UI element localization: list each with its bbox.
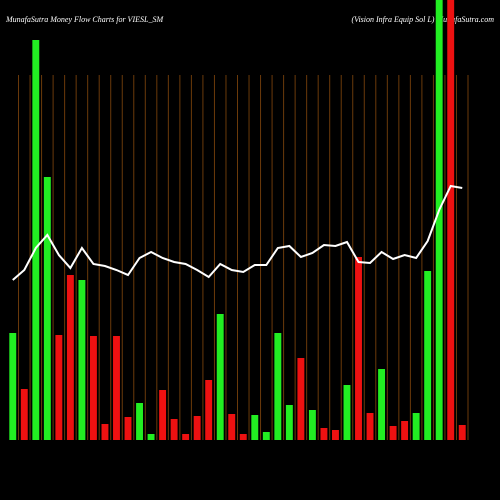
bar	[113, 336, 120, 440]
bar	[332, 430, 339, 440]
bar	[89, 336, 97, 440]
bar	[43, 177, 51, 440]
bar	[78, 280, 86, 440]
bar	[66, 275, 74, 440]
money-flow-line	[12, 184, 463, 281]
bar	[193, 416, 201, 440]
bar	[355, 257, 362, 440]
bar	[285, 405, 293, 440]
bar	[389, 426, 397, 440]
bar	[262, 432, 270, 440]
bar	[424, 271, 432, 440]
bar	[9, 333, 17, 440]
bar	[251, 415, 259, 440]
bar	[159, 390, 167, 440]
bar	[343, 385, 351, 440]
bar	[147, 434, 155, 440]
bar	[239, 434, 247, 440]
chart-title: MunafaSutra Money Flow Charts for VIESL_…	[5, 15, 164, 24]
bar	[124, 417, 132, 440]
bar	[32, 40, 40, 440]
bar	[216, 314, 224, 440]
bar	[170, 419, 178, 440]
bar	[366, 413, 374, 440]
bar	[101, 424, 109, 440]
bar	[274, 333, 282, 440]
bar	[447, 0, 455, 440]
bar	[228, 414, 236, 440]
bar	[55, 335, 63, 440]
bar	[401, 421, 409, 440]
bar	[308, 410, 316, 440]
bar	[297, 358, 305, 440]
bar	[435, 0, 443, 440]
bar	[20, 389, 28, 440]
bar	[205, 380, 213, 440]
chart-subtitle: (Vision Infra Equip Sol L) MunafaSutra.c…	[351, 15, 494, 24]
bar	[458, 425, 466, 440]
bar	[320, 428, 328, 440]
bar	[136, 403, 143, 440]
bar	[378, 369, 386, 440]
bar	[412, 413, 420, 440]
bar	[182, 434, 190, 440]
